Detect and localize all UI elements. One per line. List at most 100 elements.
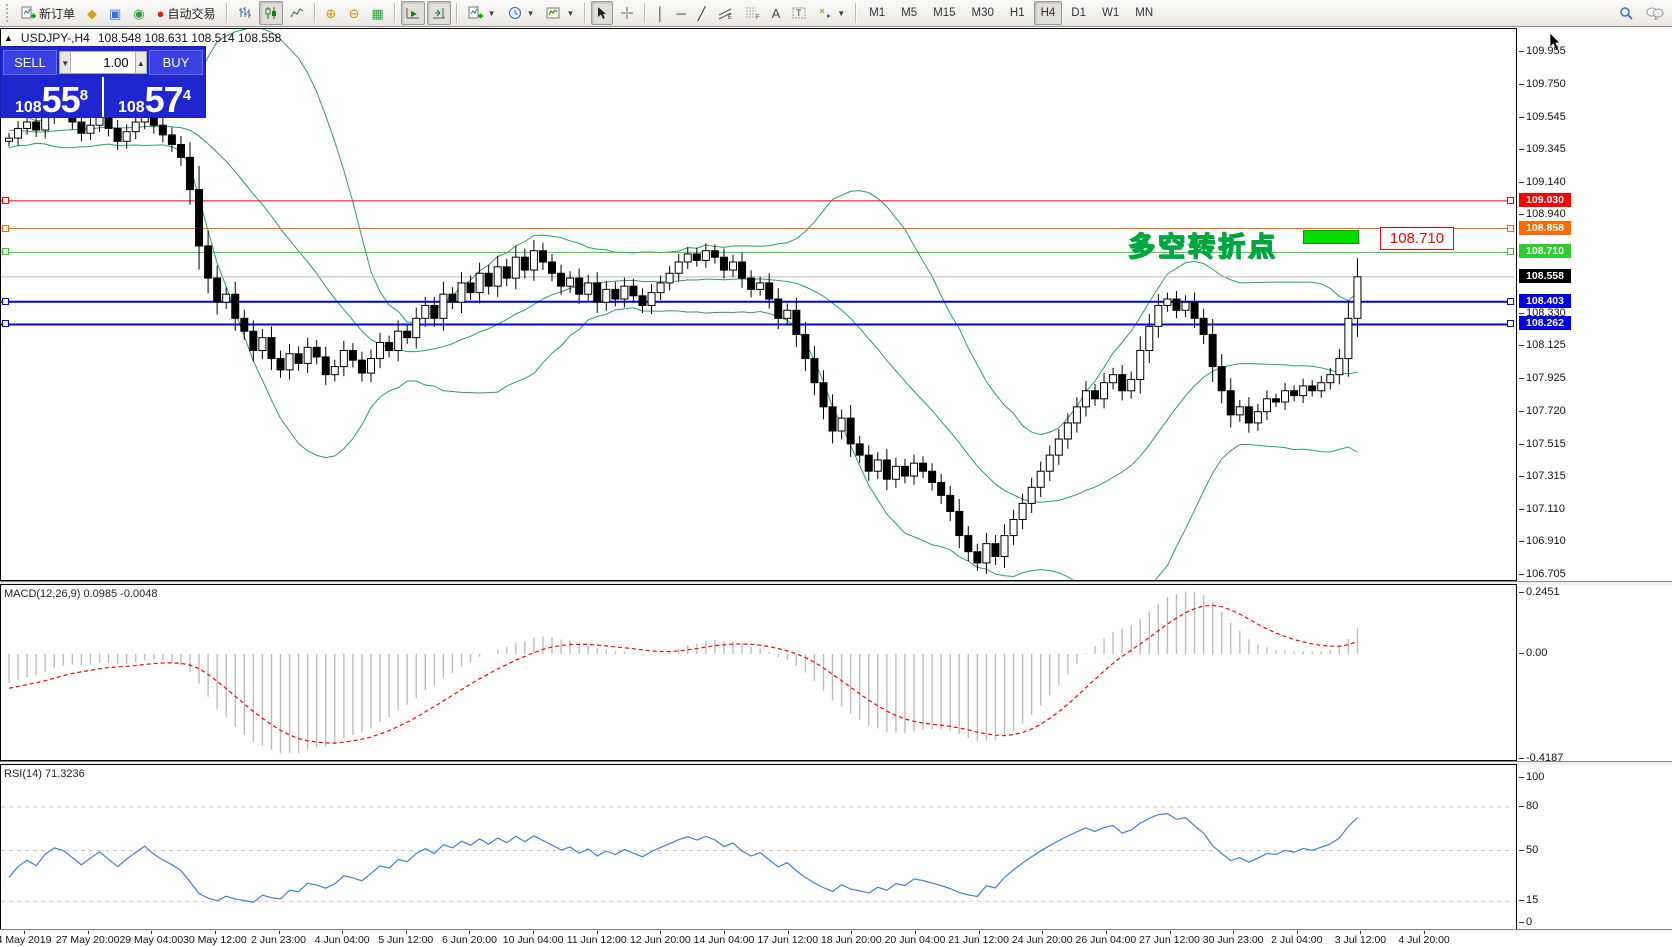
search-button[interactable] <box>1614 1 1639 25</box>
chart-annotation-text[interactable]: 多空转折点 <box>1127 231 1278 262</box>
line-end-handle[interactable] <box>2 196 9 204</box>
zoom-out-button[interactable]: ⊖ <box>343 1 364 25</box>
time-label: 30 May 12:00 <box>183 934 247 946</box>
volume-decrease-button[interactable]: ▼ <box>59 51 72 74</box>
timeframe-button-d1[interactable]: D1 <box>1071 7 1086 19</box>
line-end-handle[interactable] <box>1507 297 1514 305</box>
trendline-tool[interactable]: ╱ <box>693 1 711 25</box>
macd-panel[interactable] <box>0 584 1517 761</box>
candle-body <box>683 253 692 263</box>
candle-body <box>1172 298 1181 311</box>
candle-body <box>285 353 294 371</box>
annotation-green-marker[interactable] <box>1303 230 1359 244</box>
bar-chart-button-icon <box>238 6 252 20</box>
label-tool[interactable]: T <box>787 1 811 25</box>
timeframe-button-mn[interactable]: MN <box>1135 7 1154 19</box>
autotrade-button[interactable]: ● 自动交易 <box>152 1 221 25</box>
volume-input[interactable] <box>71 51 135 74</box>
line-end-handle[interactable] <box>2 248 9 256</box>
candle-body <box>774 298 783 319</box>
time-label: 14 Jun 04:00 <box>693 934 755 946</box>
toolbar-grip[interactable] <box>6 4 11 22</box>
new-chart-dropdown[interactable]: ▼ <box>463 1 501 25</box>
candle-body <box>421 304 430 319</box>
timeframe-button-m1[interactable]: M1 <box>869 7 886 19</box>
time-tick <box>87 931 89 934</box>
timeframe-button-h4[interactable]: H4 <box>1033 1 1063 25</box>
bar-chart-button[interactable] <box>233 1 257 25</box>
macd-axis-label: -0.4187 <box>1518 751 1564 764</box>
price-chart-canvas[interactable] <box>1 29 1516 580</box>
sell-button[interactable]: SELL <box>3 50 57 75</box>
time-label: 3 Jul 12:00 <box>1334 934 1387 946</box>
tile-windows-button-icon: ▦ <box>371 5 384 21</box>
shapes-dropdown[interactable]: ▼ <box>813 1 850 25</box>
line-end-handle[interactable] <box>1507 196 1514 204</box>
candle-body <box>493 266 502 287</box>
candle-body <box>891 465 900 480</box>
navigator-button[interactable]: ◉ <box>128 1 149 25</box>
template-dropdown[interactable]: ▼ <box>541 1 579 25</box>
candle-body <box>158 124 167 136</box>
candle-body <box>77 121 86 134</box>
auto-scroll-button[interactable] <box>400 1 425 25</box>
marketwatch-icon-button[interactable]: ◆ <box>82 1 102 25</box>
line-end-handle[interactable] <box>1507 320 1514 328</box>
zoom-in-button-icon: ⊕ <box>325 5 337 21</box>
price-tick-label: 108.940 <box>1519 208 1566 221</box>
timeframe-button-h1[interactable]: H1 <box>1009 7 1025 19</box>
candlestick-chart-button[interactable] <box>258 1 283 25</box>
line-end-handle[interactable] <box>1507 224 1514 232</box>
channel-tool-icon: E <box>718 6 733 20</box>
crosshair-tool-button[interactable] <box>615 1 639 25</box>
community-chat-button[interactable] <box>1641 1 1669 25</box>
collapse-panel-icon[interactable]: ▲ <box>4 33 13 43</box>
price-tick-label: 109.140 <box>1519 176 1566 189</box>
time-label: 18 Jun 20:00 <box>820 934 882 946</box>
time-tick <box>278 931 280 934</box>
period-dropdown[interactable]: ▼ <box>503 1 540 25</box>
text-tool[interactable]: A <box>767 1 786 25</box>
line-chart-button[interactable] <box>285 1 309 25</box>
candle-body <box>729 261 737 271</box>
channel-tool[interactable]: E <box>713 1 738 25</box>
buy-button[interactable]: BUY <box>149 50 203 75</box>
chart-shift-button[interactable] <box>426 1 451 25</box>
sell-price-display[interactable]: 108 55 8 <box>1 77 104 120</box>
price-tick-label: 109.750 <box>1519 77 1566 90</box>
data-window-button[interactable]: ▣ <box>104 1 126 25</box>
zoom-out-button-icon: ⊖ <box>348 5 360 21</box>
time-tick <box>1042 931 1044 934</box>
candle-body <box>557 272 566 287</box>
annotation-price-label[interactable]: 108.710 <box>1380 227 1454 250</box>
candle-body <box>1217 366 1226 392</box>
line-end-handle[interactable] <box>2 320 9 328</box>
volume-increase-button[interactable]: ▲ <box>134 51 147 74</box>
candle-body <box>1027 486 1036 504</box>
line-end-handle[interactable] <box>2 224 9 232</box>
rsi-axis-label: 0 <box>1518 916 1533 928</box>
zoom-in-button[interactable]: ⊕ <box>321 1 342 25</box>
macd-chart-canvas[interactable] <box>1 585 1516 760</box>
candle-body <box>1290 390 1299 397</box>
crosshair-tool-button-icon <box>620 6 634 20</box>
buy-price-display[interactable]: 108 57 4 <box>117 79 192 120</box>
line-end-handle[interactable] <box>2 297 9 305</box>
auto-scroll-button-icon <box>406 6 420 20</box>
horizontal-line-tool[interactable]: ─ <box>672 1 691 25</box>
rsi-panel[interactable] <box>0 764 1517 930</box>
cursor-tool-button[interactable] <box>591 1 614 25</box>
candle-body <box>439 293 448 319</box>
line-end-handle[interactable] <box>1507 248 1514 256</box>
main-chart-panel[interactable] <box>0 28 1517 581</box>
fibonacci-tool[interactable]: F <box>740 1 765 25</box>
vertical-line-tool[interactable]: │ <box>651 1 669 25</box>
timeframe-button-w1[interactable]: W1 <box>1102 7 1120 19</box>
tile-windows-button[interactable]: ▦ <box>366 1 388 25</box>
time-axis[interactable]: 4 May 2019 27 May 20:00 29 May 04:00 30 May… <box>0 931 1672 947</box>
new-order-button[interactable]: 新订单 <box>16 1 80 25</box>
rsi-chart-canvas[interactable] <box>1 765 1516 929</box>
timeframe-button-m15[interactable]: M15 <box>933 7 956 19</box>
timeframe-button-m5[interactable]: M5 <box>901 7 918 19</box>
timeframe-button-m30[interactable]: M30 <box>971 7 994 19</box>
